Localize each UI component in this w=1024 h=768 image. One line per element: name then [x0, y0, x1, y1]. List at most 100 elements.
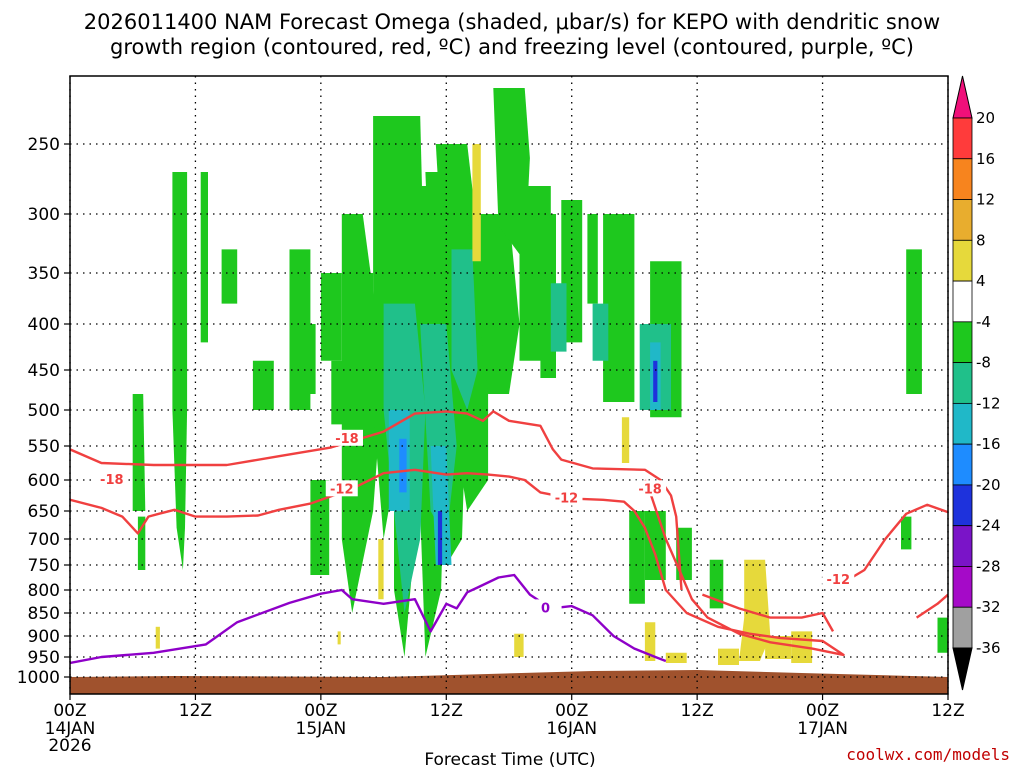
x-tick-date-72: 17JAN: [797, 719, 848, 739]
colorbar-label-6: -8: [976, 354, 991, 372]
colorbar-label-8: -16: [976, 435, 1001, 453]
x-tick-date-0: 14JAN: [45, 719, 96, 739]
omega-region-30: [906, 249, 922, 394]
terrain-surface: [70, 670, 948, 694]
contour-line-3: [842, 503, 948, 584]
x-tick-label-24: 00Z: [304, 701, 337, 721]
contour-line-4: [915, 593, 948, 619]
colorbar-label-11: -28: [976, 557, 1001, 575]
omega-region-3: [200, 172, 208, 343]
contour-label-6: 0: [541, 601, 550, 616]
colorbar-swatch-9: [952, 484, 973, 527]
chart-title-line-2: growth region (contoured, red, ºC) and f…: [110, 35, 914, 59]
y-tick-label-250: 250: [28, 135, 60, 155]
y-tick-label-350: 350: [28, 264, 60, 284]
colorbar-bottom-arrow: [952, 647, 973, 691]
contour-label-0: -18: [100, 473, 124, 488]
omega-region-43: [399, 438, 407, 493]
omega-region-7: [289, 249, 311, 410]
contour-label-1: -18: [335, 432, 359, 447]
x-axis-label: Forecast Time (UTC): [424, 750, 595, 768]
contour-label-bg-5: [822, 571, 855, 587]
colorbar-label-1: 16: [976, 150, 995, 168]
omega-region-31: [901, 516, 912, 550]
colorbar-label-10: -24: [976, 517, 1001, 535]
x-tick-date-48: 16JAN: [546, 719, 597, 739]
colorbar-swatch-3: [952, 239, 973, 282]
omega-region-45: [653, 360, 658, 402]
plot-area: [70, 88, 948, 694]
colorbar-swatch-2: [952, 199, 973, 241]
axes: 250 300 350 400 450 500 550 600 650 700 750 800 850 9…: [17, 75, 965, 756]
contour-label-5: -12: [827, 573, 851, 588]
colorbar-swatch-8: [952, 443, 973, 486]
colorbar-swatch-12: [952, 606, 973, 649]
omega-region-48: [378, 539, 384, 600]
x-tick-label-0: 00Z: [53, 701, 86, 721]
y-tick-label-800: 800: [28, 581, 60, 601]
colorbar-swatch-11: [952, 566, 973, 608]
colorbar-swatch-10: [952, 525, 973, 567]
omega-region-32: [937, 617, 948, 653]
colorbar-swatch-6: [952, 362, 973, 404]
y-tick-label-700: 700: [28, 530, 60, 550]
omega-region-36: [451, 249, 478, 410]
colorbar-label-4: 4: [976, 272, 986, 290]
omega-shading: [132, 88, 948, 665]
colorbar-label-9: -20: [976, 476, 1001, 494]
colorbar-swatch-4: [952, 280, 973, 323]
contour-label-bg-4: [634, 480, 667, 497]
colorbar-swatch-7: [952, 402, 973, 445]
x-tick-label-48: 00Z: [555, 701, 588, 721]
x-tick-label-36: 12Z: [430, 701, 463, 721]
omega-region-24: [603, 214, 635, 402]
omega-region-4: [221, 249, 238, 304]
contour-label-bg-6: [529, 599, 562, 616]
contour-line-5: [70, 573, 667, 665]
y-tick-label-450: 450: [28, 361, 60, 381]
omega-region-46: [155, 626, 160, 649]
contour-label-bg-0: [95, 471, 128, 487]
omega-region-9: [320, 273, 342, 361]
omega-region-5: [252, 360, 274, 410]
omega-region-2: [132, 394, 146, 511]
contour-label-bg-3: [550, 489, 583, 506]
omega-region-52: [644, 622, 656, 661]
omega-region-47: [337, 631, 341, 645]
omega-region-37: [550, 283, 567, 352]
colorbar-label-7: -12: [976, 394, 1001, 412]
contour-label-bg-2: [325, 480, 358, 497]
contour-line-0: [70, 410, 683, 591]
omega-region-49: [472, 144, 481, 262]
colorbar-label-12: -32: [976, 598, 1001, 616]
colorbar-swatch-1: [952, 158, 973, 200]
colorbar-label-5: -4: [976, 313, 991, 331]
omega-region-27: [644, 511, 666, 580]
y-tick-label-950: 950: [28, 648, 60, 668]
credit-text: coolwx.com/models: [846, 745, 1010, 764]
y-tick-label-550: 550: [28, 437, 60, 457]
omega-region-44: [437, 511, 443, 565]
omega-region-1: [172, 172, 188, 570]
colorbar-label-2: 12: [976, 191, 995, 209]
omega-region-53: [665, 652, 687, 663]
omega-region-51: [621, 417, 630, 463]
colorbar-label-13: -36: [976, 639, 1001, 657]
omega-region-23: [587, 214, 598, 304]
omega-region-11: [310, 480, 330, 575]
contours: -18 -18 -12 -12 -18 -12 0: [70, 410, 948, 665]
y-tick-label-750: 750: [28, 556, 60, 576]
x-tick-date-24: 15JAN: [296, 719, 347, 739]
colorbar-label-3: 8: [976, 231, 986, 249]
colorbar-swatch-5: [952, 321, 973, 364]
contour-label-4: -18: [638, 482, 662, 497]
omega-region-29: [709, 559, 724, 609]
contour-label-bg-1: [330, 429, 363, 446]
colorbar: 20 16 12 8 4 -4 -8 -12 -16 -20 -24 -28 -32 -36: [952, 75, 1001, 691]
contour-label-2: -12: [330, 482, 354, 497]
x-tick-label-12: 12Z: [179, 701, 212, 721]
y-tick-label-500: 500: [28, 401, 60, 421]
y-tick-label-850: 850: [28, 604, 60, 624]
x-tick-year-0: 2026: [48, 736, 91, 756]
